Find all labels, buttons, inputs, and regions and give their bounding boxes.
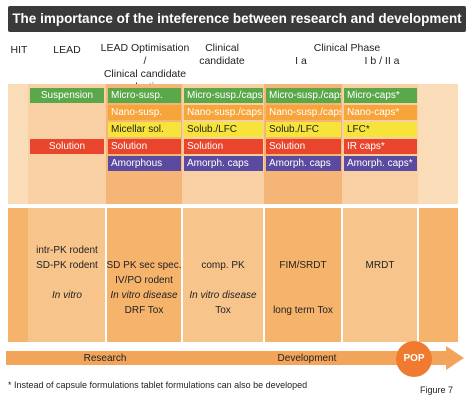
lead-opt-study-1: SD PK sec spec. (106, 260, 182, 271)
row-suspension-label: Suspension (30, 88, 104, 103)
row-micellar-lead-opt: Micellar sol. (108, 122, 181, 137)
phase1a-study-4: long term Tox (273, 305, 333, 316)
header-lead: LEAD (53, 44, 81, 56)
row-solution-phase1b: IR caps* (344, 139, 417, 154)
header-clinical-phase: Clinical Phase (313, 42, 381, 54)
row-solution-label: Solution (30, 139, 104, 154)
lead-opt-study-4: DRF Tox (124, 305, 164, 316)
row-amorphous-lead-opt: Amorphous (108, 156, 181, 171)
arrow-research-label: Research (83, 353, 127, 364)
title-bar: The importance of the inteference betwee… (8, 6, 466, 32)
row-micellar-phase1b: LFC* (344, 122, 417, 137)
timeline-arrow (6, 346, 464, 370)
candidate-study-1: comp. PK (201, 260, 245, 271)
figure-label: Figure 7 (420, 385, 454, 395)
header-hit: HIT (10, 44, 28, 56)
header-candidate-line1: Clinical (205, 42, 239, 54)
divider-1 (105, 208, 107, 342)
header-candidate-line2: candidate (199, 55, 245, 67)
pop-label: POP (403, 353, 425, 364)
lead-opt-studies: SD PK sec spec. IV/PO rodent In vitro di… (106, 258, 182, 318)
pop-circle: POP (396, 341, 432, 377)
lead-study-spacer (28, 273, 106, 288)
candidate-study-spacer (182, 273, 264, 288)
row-suspension-lead-opt: Micro-susp. (108, 88, 181, 103)
row-amorphous-phase1b: Amorph. caps* (344, 156, 417, 171)
diagram-title: The importance of the inteference betwee… (12, 11, 462, 26)
phase1a-studies: FIM/SRDT long term Tox (264, 258, 342, 318)
divider-3 (263, 208, 265, 342)
candidate-study-4: Tox (215, 305, 231, 316)
row-micellar-phase1a: Solub./LFC (266, 122, 341, 137)
header-lead-opt-line1: LEAD Optimisation / (100, 42, 190, 67)
lead-study-2: SD-PK rodent (36, 260, 98, 271)
header-lead-opt-line2: Clinical candidate (103, 68, 187, 80)
candidate-studies-bg (182, 208, 264, 342)
lead-studies: intr-PK rodent SD-PK rodent In vitro (28, 243, 106, 303)
divider-4 (341, 208, 343, 342)
row-solution-candidate: Solution (184, 139, 263, 154)
header-phase-1a: I a (295, 55, 307, 67)
row-amorphous-phase1a: Amorph. caps (266, 156, 341, 171)
footnote: * Instead of capsule formulations tablet… (8, 380, 308, 390)
phase1b-study-1: MRDT (365, 260, 395, 271)
phase1a-study-1: FIM/SRDT (279, 260, 327, 271)
row-solution-phase1a: Solution (266, 139, 341, 154)
lead-study-in-vitro: In vitro (51, 290, 82, 301)
row-suspension-candidate: Micro-susp./caps (184, 88, 263, 103)
divider-2 (181, 208, 183, 342)
row-suspension-phase1a: Micro-susp./caps (266, 88, 341, 103)
header-clinical-candidate: Clinical candidate (184, 42, 260, 68)
lead-studies-bg (28, 208, 106, 342)
row-solution-lead-opt: Solution (108, 139, 181, 154)
row-amorphous-candidate: Amorph. caps (184, 156, 263, 171)
divider-5 (417, 208, 419, 342)
row-nano-phase1a: Nano-susp./caps (266, 105, 341, 120)
lead-opt-study-2: IV/PO rodent (115, 275, 173, 286)
candidate-study-3: In vitro disease (189, 290, 257, 301)
phase1a-study-spacer (264, 273, 342, 303)
row-suspension-phase1b: Micro-caps* (344, 88, 417, 103)
phase1b-studies-bg (342, 208, 418, 342)
lead-opt-study-3: In vitro disease (110, 290, 178, 301)
row-micellar-candidate: Solub./LFC (184, 122, 263, 137)
arrow-development-label: Development (277, 353, 337, 364)
row-nano-candidate: Nano-susp./caps (184, 105, 263, 120)
candidate-studies: comp. PK In vitro disease Tox (182, 258, 264, 318)
row-nano-lead-opt: Nano-susp. (108, 105, 181, 120)
phase1b-studies: MRDT (342, 258, 418, 273)
header-phase-1b2a: I b / II a (364, 55, 400, 67)
row-nano-phase1b: Nano-caps* (344, 105, 417, 120)
lead-study-1: intr-PK rodent (36, 245, 98, 256)
